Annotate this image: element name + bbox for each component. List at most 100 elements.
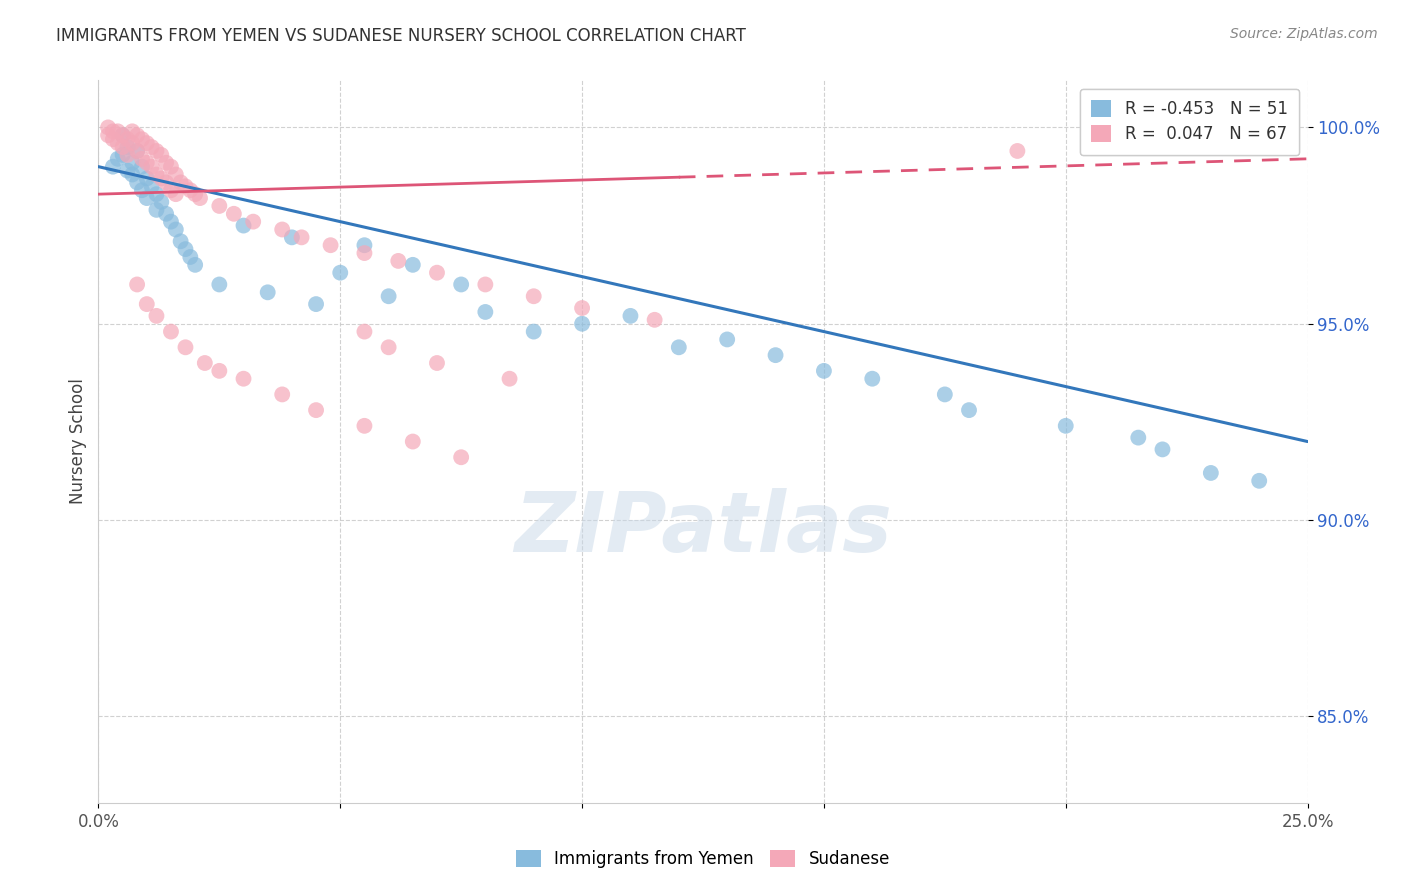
Point xyxy=(141,160,163,174)
Point xyxy=(111,148,134,162)
Point xyxy=(101,124,124,138)
Point xyxy=(1152,442,1174,457)
Point xyxy=(813,364,835,378)
Point xyxy=(121,124,143,138)
Point xyxy=(127,175,149,189)
Point xyxy=(353,238,375,252)
Point xyxy=(117,148,139,162)
Point xyxy=(150,194,173,209)
Point xyxy=(934,387,956,401)
Point xyxy=(1007,144,1029,158)
Point xyxy=(107,124,129,138)
Point xyxy=(1199,466,1222,480)
Point xyxy=(957,403,980,417)
Point xyxy=(127,277,149,292)
Point xyxy=(165,187,187,202)
Point xyxy=(169,175,191,189)
Point xyxy=(716,333,738,347)
Point xyxy=(155,155,177,169)
Point xyxy=(387,253,409,268)
Point xyxy=(474,305,496,319)
Point xyxy=(523,289,546,303)
Point xyxy=(208,199,231,213)
Point xyxy=(127,144,149,158)
Legend: Immigrants from Yemen, Sudanese: Immigrants from Yemen, Sudanese xyxy=(509,843,897,875)
Point xyxy=(131,183,153,197)
Point xyxy=(353,418,375,433)
Point xyxy=(271,387,294,401)
Point xyxy=(1054,418,1077,433)
Point xyxy=(155,207,177,221)
Point xyxy=(145,168,167,182)
Point xyxy=(402,258,425,272)
Point xyxy=(208,277,231,292)
Point xyxy=(426,356,449,370)
Point xyxy=(174,340,197,354)
Point xyxy=(127,144,149,158)
Point xyxy=(232,372,254,386)
Point xyxy=(111,140,134,154)
Point xyxy=(765,348,787,362)
Point xyxy=(145,309,167,323)
Point xyxy=(97,120,120,135)
Point xyxy=(160,183,183,197)
Point xyxy=(1128,431,1150,445)
Point xyxy=(145,187,167,202)
Point xyxy=(474,277,496,292)
Point xyxy=(402,434,425,449)
Point xyxy=(329,266,352,280)
Point xyxy=(426,266,449,280)
Point xyxy=(222,207,245,221)
Point xyxy=(131,132,153,146)
Point xyxy=(150,171,173,186)
Point xyxy=(305,297,328,311)
Point xyxy=(498,372,520,386)
Point xyxy=(174,179,197,194)
Point xyxy=(571,301,593,315)
Point xyxy=(150,148,173,162)
Text: ZIPatlas: ZIPatlas xyxy=(515,488,891,569)
Point xyxy=(523,325,546,339)
Point xyxy=(242,214,264,228)
Text: IMMIGRANTS FROM YEMEN VS SUDANESE NURSERY SCHOOL CORRELATION CHART: IMMIGRANTS FROM YEMEN VS SUDANESE NURSER… xyxy=(56,27,747,45)
Point xyxy=(1249,474,1271,488)
Point xyxy=(169,234,191,248)
Point xyxy=(135,171,157,186)
Point xyxy=(208,364,231,378)
Point xyxy=(145,144,167,158)
Point xyxy=(121,168,143,182)
Point xyxy=(319,238,342,252)
Point xyxy=(145,202,167,217)
Point xyxy=(141,140,163,154)
Point xyxy=(377,289,399,303)
Point xyxy=(290,230,312,244)
Point xyxy=(135,191,157,205)
Point xyxy=(377,340,399,354)
Point xyxy=(135,155,157,169)
Point xyxy=(256,285,278,300)
Point xyxy=(281,230,304,244)
Point xyxy=(101,160,124,174)
Point xyxy=(165,168,187,182)
Point xyxy=(194,356,217,370)
Point xyxy=(668,340,690,354)
Point xyxy=(141,179,163,194)
Point xyxy=(160,160,183,174)
Point xyxy=(188,191,211,205)
Point xyxy=(160,325,183,339)
Point xyxy=(97,128,120,143)
Point xyxy=(107,136,129,150)
Point xyxy=(121,136,143,150)
Point xyxy=(160,214,183,228)
Point xyxy=(135,136,157,150)
Point xyxy=(184,187,207,202)
Point xyxy=(101,132,124,146)
Point xyxy=(860,372,883,386)
Text: Source: ZipAtlas.com: Source: ZipAtlas.com xyxy=(1230,27,1378,41)
Point xyxy=(571,317,593,331)
Point xyxy=(121,155,143,169)
Point xyxy=(117,163,139,178)
Point xyxy=(155,175,177,189)
Point xyxy=(644,313,666,327)
Point xyxy=(619,309,641,323)
